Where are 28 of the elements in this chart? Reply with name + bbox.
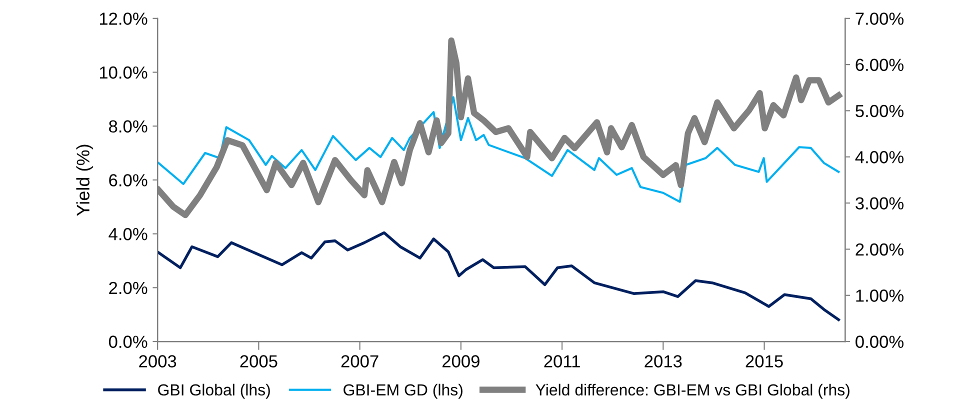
legend-label: GBI-EM GD (lhs) xyxy=(344,384,462,399)
y-tick-label: 10.0% xyxy=(100,66,148,79)
y-tick-label: 6.0% xyxy=(109,174,148,186)
y2-tick-label: 5.00% xyxy=(856,104,904,118)
y-axis-title: Yield (%) xyxy=(76,144,94,216)
x-tick-label: 2013 xyxy=(644,355,682,368)
legend-label: Yield difference: GBI-EM vs GBI Global (rhs) xyxy=(536,384,850,399)
y-tick-label: 12.0% xyxy=(100,12,148,25)
x-tick-label: 2015 xyxy=(746,355,783,368)
legend-label: GBI Global (lhs) xyxy=(158,384,270,399)
line-series xyxy=(158,231,840,322)
x-tick-label: 2003 xyxy=(139,355,176,368)
y-tick-label: 8.0% xyxy=(109,120,148,133)
x-tick-label: 2005 xyxy=(240,355,278,368)
y2-tick-label: 1.00% xyxy=(856,290,904,302)
x-tick-label: 2009 xyxy=(442,355,480,368)
x-tick-label: 2007 xyxy=(341,355,378,368)
y-tick-label: 4.0% xyxy=(108,228,148,240)
y2-tick-label: 4.00% xyxy=(855,151,904,164)
line-series xyxy=(158,96,840,203)
y2-tick-label: 3.00% xyxy=(856,197,904,210)
y2-tick-label: 6.00% xyxy=(856,58,904,72)
y2-tick-label: 7.00% xyxy=(856,12,904,25)
y-tick-label: 0.0% xyxy=(108,336,148,348)
y2-tick-label: 0.00% xyxy=(856,336,904,348)
y2-tick-label: 2.00% xyxy=(856,243,904,256)
x-tick-label: 2011 xyxy=(544,355,580,368)
y-tick-label: 2.0% xyxy=(109,282,148,294)
